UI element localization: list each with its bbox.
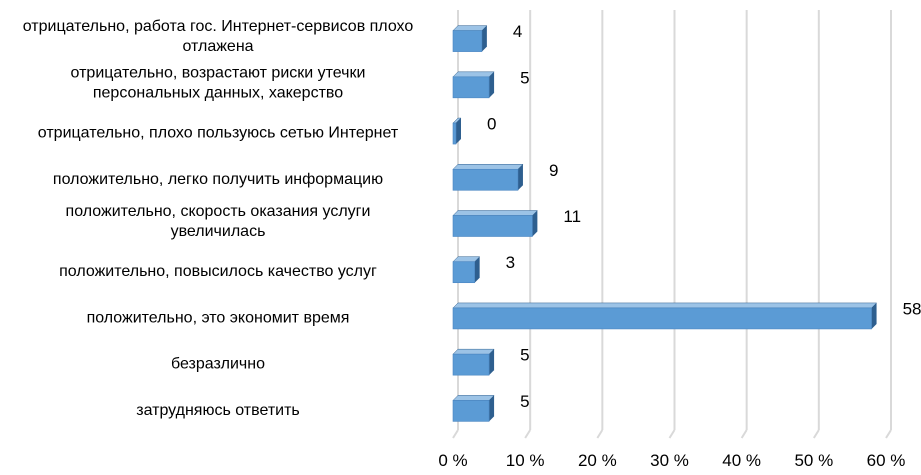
category-label: отрицательно, работа гос. Интернет-серви… xyxy=(23,18,414,55)
category-label-line: увеличилась xyxy=(171,223,266,240)
data-label: 58 xyxy=(903,299,921,318)
bar xyxy=(452,117,462,145)
gridline-floor xyxy=(452,429,459,439)
bar xyxy=(452,210,538,237)
category-label-line: положительно, легко получить информацию xyxy=(53,171,383,188)
bar xyxy=(452,348,495,376)
bar xyxy=(452,71,495,99)
gridlines xyxy=(452,10,892,439)
data-label: 4 xyxy=(513,22,522,41)
gridline-floor xyxy=(812,429,820,439)
bar xyxy=(452,395,495,422)
category-label: отрицательно, возрастают риски утечки пер… xyxy=(71,64,366,101)
gridline-floor xyxy=(885,429,892,439)
data-label: 5 xyxy=(520,392,529,411)
bar xyxy=(452,302,878,330)
data-label: 11 xyxy=(563,207,581,226)
category-label-line: отлажена xyxy=(182,38,253,55)
category-label: безразлично xyxy=(171,356,265,373)
category-label: отрицательно, плохо пользуюсь сетью Инте… xyxy=(38,125,399,142)
category-label-line: отрицательно, возрастают риски утечки xyxy=(71,64,366,81)
data-label: 9 xyxy=(549,161,558,180)
category-label: затрудняюсь ответить xyxy=(136,402,300,419)
data-labels: 4 5 0 9 11 3 58 5 5 xyxy=(487,22,921,411)
gridline-floor xyxy=(524,429,532,439)
category-label: положительно, это экономит время xyxy=(87,309,350,326)
category-label: положительно, повысилось качество услуг xyxy=(59,263,377,280)
bar xyxy=(452,164,524,191)
gridline-floor xyxy=(668,429,676,439)
category-label: положительно, скорость оказания услуги ув… xyxy=(66,203,371,240)
x-tick-label: 30 % xyxy=(650,451,689,470)
gridline-floor xyxy=(740,429,748,439)
x-tick-label: 20 % xyxy=(578,451,617,470)
category-label-line: отрицательно, работа гос. Интернет-серви… xyxy=(23,18,414,35)
x-tick-label: 0 % xyxy=(438,451,467,470)
data-label: 3 xyxy=(506,253,515,272)
x-tick-label: 50 % xyxy=(794,451,833,470)
data-label: 5 xyxy=(520,68,529,87)
gridline-floor xyxy=(596,429,604,439)
category-label-line: персональных данных, хакерство xyxy=(93,84,343,101)
x-axis-tick-labels: 0 % 10 % 20 % 30 % 40 % 50 % 60 % xyxy=(438,451,905,470)
category-label: положительно, легко получить информацию xyxy=(53,171,383,188)
category-labels: отрицательно, работа гос. Интернет-серви… xyxy=(23,18,414,419)
category-label-line: затрудняюсь ответить xyxy=(136,402,300,419)
bar xyxy=(452,25,488,52)
category-label-line: положительно, скорость оказания услуги xyxy=(66,203,371,220)
x-tick-label: 10 % xyxy=(506,451,545,470)
bar xyxy=(452,256,481,284)
category-label-line: положительно, повысилось качество услуг xyxy=(59,263,377,280)
category-label-line: безразлично xyxy=(171,356,265,373)
data-label: 0 xyxy=(487,115,496,134)
x-tick-label: 60 % xyxy=(867,451,906,470)
bars xyxy=(452,25,878,422)
data-label: 5 xyxy=(520,346,529,365)
category-label-line: положительно, это экономит время xyxy=(87,309,350,326)
category-label-line: отрицательно, плохо пользуюсь сетью Инте… xyxy=(38,125,399,142)
x-tick-label: 40 % xyxy=(722,451,761,470)
